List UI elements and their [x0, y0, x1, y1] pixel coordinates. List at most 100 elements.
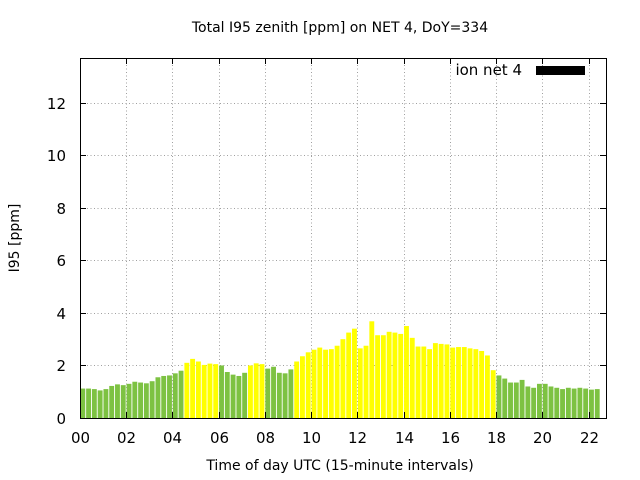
- plot-frame: [80, 58, 607, 419]
- bar: [519, 379, 525, 418]
- bar: [352, 328, 357, 418]
- bar: [473, 349, 479, 418]
- x-tick-label: 20: [533, 429, 552, 447]
- bar: [363, 345, 369, 418]
- bar: [271, 366, 276, 418]
- bar: [577, 387, 583, 418]
- bar: [219, 365, 224, 418]
- bar: [479, 350, 485, 418]
- bar: [357, 348, 363, 418]
- bar: [155, 377, 161, 418]
- bar: [484, 355, 490, 418]
- bar: [444, 344, 450, 418]
- bar: [253, 363, 259, 418]
- bar: [589, 389, 594, 418]
- bar: [294, 361, 300, 418]
- bar: [536, 383, 542, 418]
- bar: [213, 364, 219, 418]
- bar: [300, 356, 305, 418]
- bar: [542, 383, 548, 418]
- y-tick-label: 2: [56, 357, 66, 375]
- bar: [554, 387, 560, 418]
- x-tick-label: 02: [117, 429, 136, 447]
- bar: [583, 388, 589, 418]
- x-tick-label: 04: [163, 429, 182, 447]
- bar: [91, 389, 97, 418]
- bar: [184, 362, 190, 418]
- bar: [369, 321, 375, 418]
- legend-swatch: [536, 66, 585, 75]
- bar: [288, 369, 294, 418]
- bar: [421, 346, 427, 418]
- bar: [276, 372, 282, 418]
- bar: [247, 365, 253, 418]
- bar: [259, 364, 265, 418]
- bar: [427, 349, 433, 418]
- bar: [490, 370, 496, 418]
- bar: [178, 370, 184, 418]
- bar: [132, 381, 138, 418]
- bar: [172, 373, 178, 418]
- bar: [149, 381, 155, 418]
- bar: [97, 390, 103, 418]
- bar: [461, 347, 467, 418]
- bar: [161, 375, 167, 418]
- bar: [86, 388, 92, 418]
- x-tick-label: 18: [487, 429, 506, 447]
- bar: [432, 343, 438, 418]
- bar: [340, 339, 346, 418]
- bar: [103, 389, 109, 418]
- x-axis-label: Time of day UTC (15-minute intervals): [205, 458, 473, 474]
- bar: [375, 335, 381, 418]
- y-tick-label: 4: [56, 305, 66, 323]
- bar: [404, 326, 409, 418]
- x-tick-label: 10: [302, 429, 321, 447]
- bar: [398, 333, 404, 418]
- y-axis-label: I95 [ppm]: [7, 204, 23, 273]
- bar: [496, 375, 502, 418]
- bar: [207, 363, 213, 418]
- bar: [571, 388, 577, 418]
- bar: [230, 374, 236, 418]
- bar: [386, 331, 392, 418]
- bar: [201, 364, 207, 418]
- bar: [195, 361, 201, 418]
- bar: [317, 347, 323, 418]
- bar: [328, 349, 334, 418]
- bar: [80, 388, 86, 418]
- grid: [80, 58, 606, 418]
- bar: [334, 345, 340, 418]
- bar: [415, 346, 421, 418]
- bar: [242, 372, 248, 418]
- x-tick-label: 06: [210, 429, 229, 447]
- bar: [126, 383, 132, 418]
- bar: [450, 347, 456, 418]
- bar: [508, 382, 513, 418]
- chart-title: Total I95 zenith [ppm] on NET 4, DoY=334: [191, 20, 488, 36]
- bar: [115, 384, 120, 418]
- bar: [109, 385, 115, 418]
- bar: [560, 389, 565, 418]
- bar: [565, 387, 571, 418]
- bar: [236, 375, 242, 418]
- bar: [323, 349, 328, 418]
- bar: [409, 337, 415, 418]
- x-tick-label: 22: [580, 429, 599, 447]
- bar: [467, 348, 473, 418]
- bar: [346, 332, 352, 418]
- x-tick-label: 08: [256, 429, 275, 447]
- y-tick-label: 0: [56, 410, 66, 428]
- x-tick-label: 00: [71, 429, 90, 447]
- x-tick-label: 12: [348, 429, 367, 447]
- bar: [392, 332, 398, 418]
- bar: [456, 347, 461, 418]
- y-tick-label: 6: [56, 252, 66, 270]
- bar: [525, 386, 531, 418]
- x-tick-label: 14: [395, 429, 414, 447]
- bar: [594, 389, 600, 418]
- bar: [502, 378, 508, 418]
- bar: [265, 368, 271, 418]
- y-tick-label: 10: [47, 147, 66, 165]
